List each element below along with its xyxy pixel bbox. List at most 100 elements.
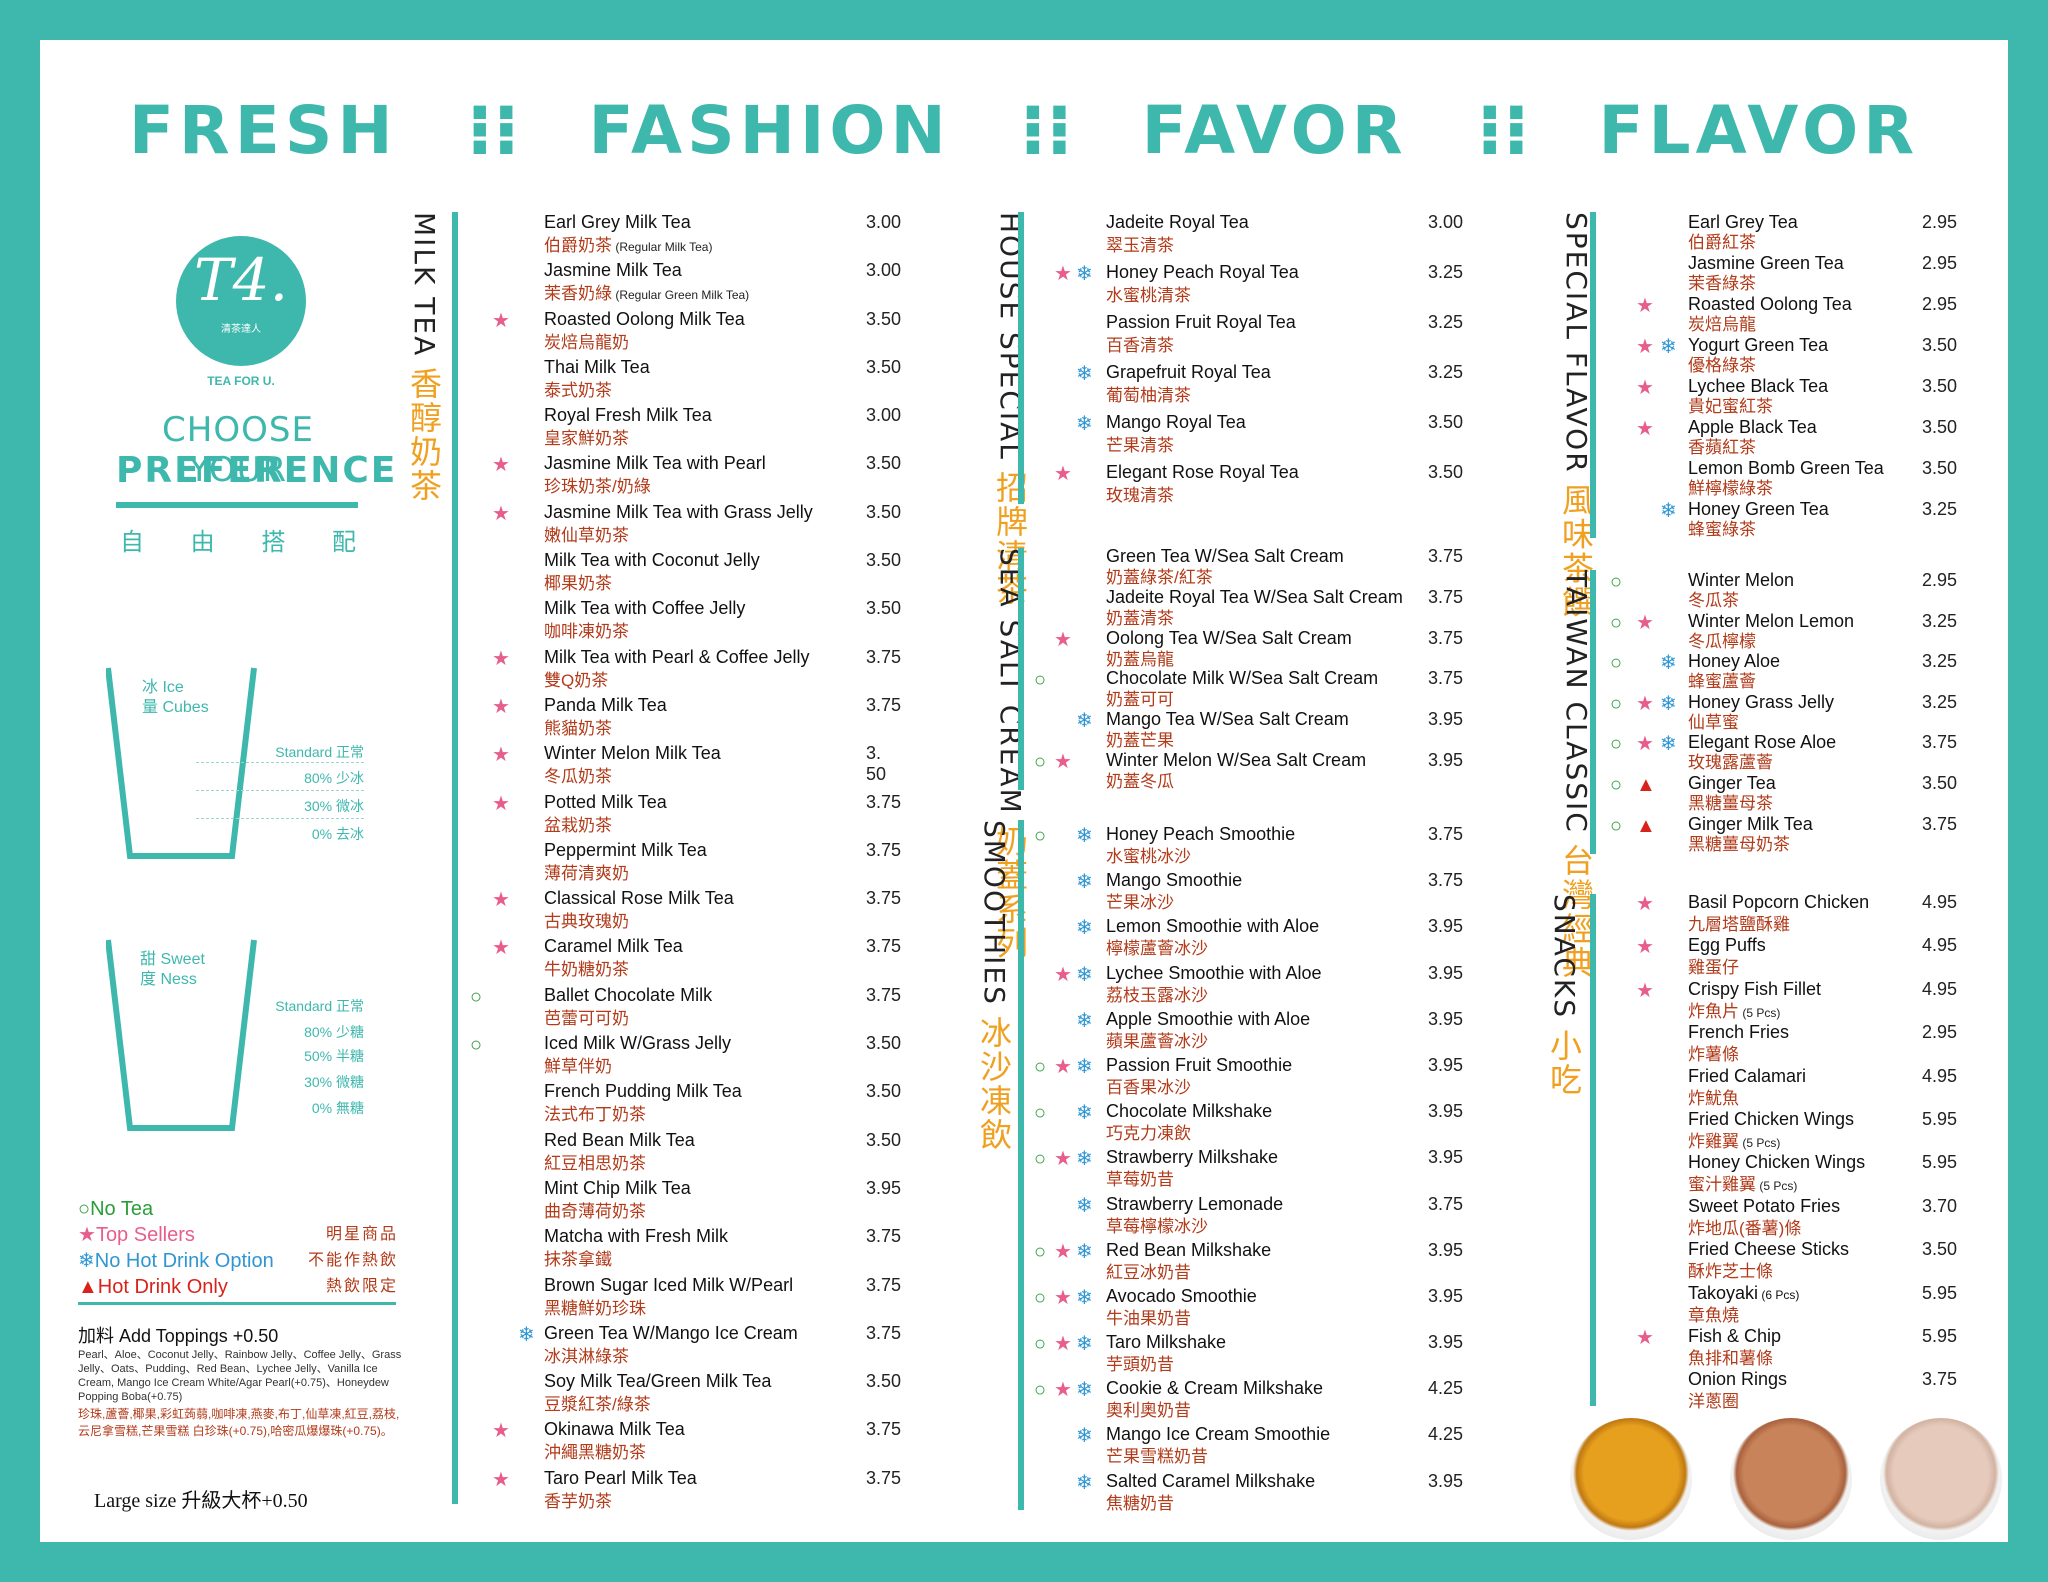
brand-logo: T4. 清茶達人	[176, 236, 306, 366]
ice-level: Standard 正常	[275, 744, 364, 760]
item-name: Takoyaki (6 Pcs)	[1688, 1282, 1800, 1303]
no-hot-snowflake-icon: ❄	[1660, 336, 1677, 358]
item-name: Crispy Fish Fillet	[1688, 978, 1822, 999]
item-price: 3.00	[866, 212, 902, 232]
item-name-zh: 咖啡凍奶茶	[544, 622, 629, 642]
item-price: 3.75	[866, 1226, 902, 1247]
item-price: 2.95	[1922, 1022, 1958, 1043]
top-seller-star-icon: ★	[1054, 1379, 1072, 1402]
item-name-zh: 魚排和薯條	[1688, 1348, 1773, 1368]
item-name: Iced Milk W/Grass Jelly	[544, 1033, 732, 1054]
item-price: 3.75	[1428, 870, 1464, 891]
item-name: Classical Rose Milk Tea	[544, 888, 734, 909]
item-name-zh: 炭焙烏龍	[1688, 315, 1756, 334]
hot-only-triangle-icon: ▲	[1636, 814, 1656, 837]
item-name: Ballet Chocolate Milk	[544, 984, 713, 1005]
item-price: 3.25	[1428, 362, 1464, 382]
item-name: Honey Green Tea	[1688, 499, 1829, 519]
item-name: Peppermint Milk Tea	[544, 839, 707, 860]
item-price: 4.95	[1922, 935, 1958, 956]
top-seller-star-icon: ★	[492, 792, 510, 815]
top-seller-star-icon: ★	[492, 695, 510, 718]
item-price: 3.95	[1428, 709, 1464, 730]
sweet-level: Standard 正常	[275, 998, 364, 1014]
item-name: Milk Tea with Coffee Jelly	[544, 598, 746, 619]
item-name-zh: 奶蓋烏龍	[1106, 649, 1174, 669]
no-hot-snowflake-icon: ❄	[1076, 825, 1093, 847]
item-price: 3.25	[1922, 691, 1958, 712]
item-price: 3.25	[1922, 499, 1958, 519]
item-name-zh: 炸魷魚	[1688, 1088, 1739, 1108]
item-name-zh: 泰式奶茶	[544, 380, 612, 400]
item-name: Yogurt Green Tea	[1688, 335, 1829, 355]
item-price: 3.75	[1922, 813, 1958, 834]
item-name: Ginger Milk Tea	[1688, 813, 1813, 834]
item-price: 3.95	[1428, 749, 1464, 770]
item-name-zh: 紅豆冰奶昔	[1106, 1262, 1191, 1282]
item-name-zh: 冰淇淋綠茶	[544, 1346, 629, 1366]
sweet-level: 80% 少糖	[304, 1024, 364, 1040]
item-name-zh: 巧克力凍飲	[1106, 1124, 1191, 1144]
no-tea-icon: ○	[78, 1198, 91, 1220]
no-hot-snowflake-icon: ❄	[1076, 1148, 1093, 1171]
item-name-zh: 薄荷清爽奶	[544, 863, 629, 883]
item-name: Green Tea W/Mango Ice Cream	[544, 1322, 798, 1343]
item-price: 3.75	[866, 646, 902, 667]
item-price: 3.75	[866, 936, 902, 957]
item-price: 3.95	[866, 1177, 902, 1198]
item-name-zh: 紅豆相思奶茶	[544, 1153, 646, 1173]
top-seller-star-icon: ★	[1054, 750, 1072, 773]
top-seller-star-icon: ★	[1054, 463, 1072, 485]
item-name-zh: 玫瑰清茶	[1106, 486, 1174, 505]
no-tea-icon: ○	[1034, 750, 1047, 773]
item-price: 4.95	[1922, 892, 1958, 912]
item-price: 2.95	[1922, 212, 1958, 232]
item-name: Royal Fresh Milk Tea	[544, 405, 712, 426]
item-name-zh: 蜂蜜蘆薈	[1688, 672, 1756, 692]
tea-for-u: TEA FOR U.	[207, 374, 275, 388]
item-name: Apple Black Tea	[1688, 417, 1817, 437]
x-separator-icon: ⁝⁝	[1476, 89, 1530, 171]
item-name: Fried Chicken Wings	[1688, 1108, 1855, 1129]
item-price: 3.75	[1428, 824, 1464, 844]
item-name-zh: 古典玫瑰奶	[544, 912, 629, 932]
ice-label-2: 量 Cubes	[142, 699, 209, 716]
item-name-zh: 黑糖薑母茶	[1688, 793, 1773, 813]
item-note: (5 Pcs)	[1739, 1005, 1781, 1020]
item-price: 3.75	[866, 1467, 902, 1488]
item-name: Sweet Potato Fries	[1688, 1195, 1841, 1216]
item-name: Brown Sugar Iced Milk W/Pearl	[544, 1274, 794, 1295]
choose-your: CHOOSE YOUR	[162, 410, 314, 490]
ice-level: 0% 去冰	[311, 826, 364, 842]
item-price: 3.75	[866, 888, 902, 909]
item-name-zh: 芒果冰沙	[1106, 893, 1174, 913]
item-name: Roasted Oolong Milk Tea	[544, 308, 745, 329]
item-price: 3.95	[1428, 1008, 1464, 1029]
item-price: 3.95	[1428, 1147, 1464, 1168]
milk-tea-cup-image	[1730, 1418, 1852, 1540]
section-bar	[1018, 820, 1024, 1510]
item-name: Grapefruit Royal Tea	[1106, 362, 1271, 382]
no-hot-snowflake-icon: ❄	[1660, 652, 1677, 675]
dashed-line	[196, 790, 364, 791]
item-name: Winter Melon W/Sea Salt Cream	[1106, 749, 1367, 770]
legend-row: ★Top Sellers 明星商品	[78, 1222, 398, 1248]
item-name-zh: 水蜜桃清茶	[1106, 286, 1191, 305]
item-name-zh: 牛奶糖奶茶	[544, 960, 629, 980]
item-name-zh: 水蜜桃冰沙	[1106, 847, 1191, 866]
no-tea-icon: ○	[470, 985, 483, 1008]
item-name: Passion Fruit Smoothie	[1106, 1054, 1293, 1075]
item-name: Jasmine Milk Tea	[544, 260, 682, 281]
no-hot-snowflake-icon: ❄	[1076, 1333, 1093, 1356]
top-seller-star-icon: ★	[1054, 963, 1072, 986]
item-name-zh: 黑糖薑母奶茶	[1688, 834, 1790, 854]
item-price: 4.25	[1428, 1424, 1464, 1445]
legend-label: ▲Hot Drink Only	[78, 1274, 228, 1300]
item-name-zh: 奶蓋清茶	[1106, 608, 1174, 628]
no-hot-snowflake-icon: ❄	[1660, 733, 1677, 756]
no-hot-snowflake-icon: ❄	[1660, 500, 1677, 522]
item-name-zh: 雞蛋仔	[1688, 958, 1739, 978]
item-name: Winter Melon Lemon	[1688, 610, 1855, 631]
item-name: Jasmine Milk Tea with Pearl	[544, 453, 766, 474]
item-price: 3.50	[1922, 335, 1958, 355]
